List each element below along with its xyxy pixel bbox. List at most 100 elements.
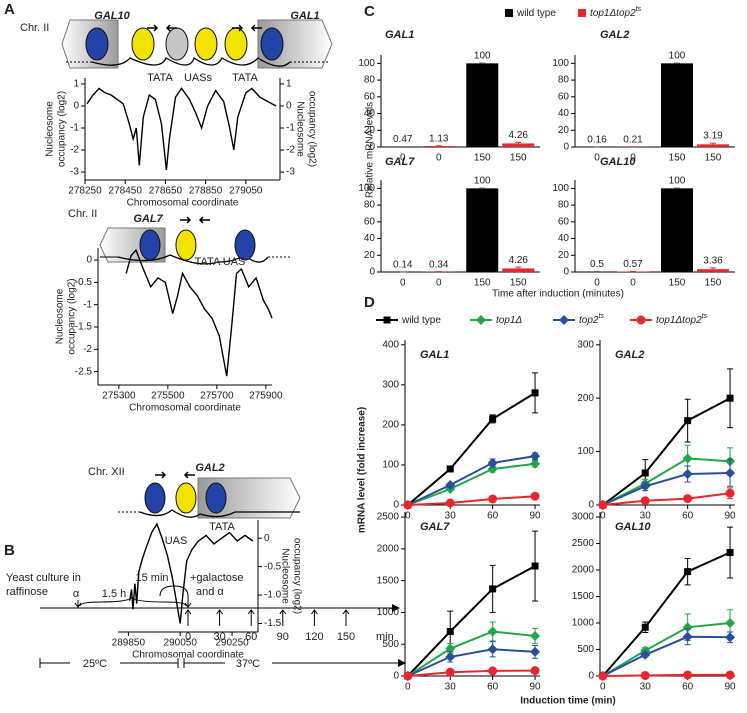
data-line xyxy=(602,397,731,506)
y-tick-label: 2500 xyxy=(377,512,400,523)
x-tick-label: 275500 xyxy=(151,391,185,402)
marker xyxy=(530,630,541,641)
data-line xyxy=(129,522,254,624)
bar xyxy=(661,63,693,148)
y-tick-label: 200 xyxy=(382,420,399,431)
error-bar xyxy=(710,267,716,271)
marker xyxy=(682,631,693,642)
marker xyxy=(726,549,734,557)
timepoint: 30 xyxy=(213,631,225,643)
error-bar xyxy=(435,145,442,147)
y-tick-label: 40 xyxy=(558,108,570,119)
error-bar xyxy=(479,62,486,64)
value-label: 100 xyxy=(474,176,491,187)
x-tick-label: 278450 xyxy=(109,186,143,197)
y-tick-label: 80 xyxy=(364,200,376,211)
bar xyxy=(697,269,729,272)
legend-label: wild type xyxy=(401,315,441,326)
x-tick-label: 0 xyxy=(630,153,636,164)
x-tick-label: 150 xyxy=(669,278,686,289)
marker xyxy=(476,315,486,325)
x-tick-label: 60 xyxy=(487,682,499,693)
marker xyxy=(725,632,736,643)
data-line xyxy=(602,457,731,506)
x-tick-label: 290050 xyxy=(164,638,198,649)
y-tick-label: 100 xyxy=(358,58,375,69)
timeline-label: raffinose xyxy=(6,586,48,598)
y-axis-label: Nucleosome xyxy=(279,548,290,604)
y-axis-label: Nucleosome xyxy=(294,101,305,157)
marker xyxy=(445,643,456,654)
y-axis-label: Relative mRNA levels xyxy=(365,102,376,198)
x-tick-label: 0 xyxy=(630,278,636,289)
y-tick-label: 0 xyxy=(563,267,569,278)
value-label: 0.21 xyxy=(623,134,643,145)
x-tick-label: 289850 xyxy=(112,638,146,649)
y-tick-label: 0 xyxy=(369,142,375,153)
y-axis-label: occupancy (log2) xyxy=(306,91,317,167)
x-tick-label: 90 xyxy=(529,682,541,693)
y-tick-label: 100 xyxy=(577,446,594,457)
y-tick-label: 60 xyxy=(558,91,570,102)
data-line xyxy=(602,622,731,677)
arrow xyxy=(311,609,318,626)
y-tick-label: -3 xyxy=(286,167,295,178)
y-tick-label: 1500 xyxy=(377,575,400,586)
chromosome: Chr. XII xyxy=(88,466,125,478)
x-tick-label: 60 xyxy=(487,511,499,522)
marker xyxy=(403,671,413,681)
legend-sup: ts xyxy=(702,313,708,320)
chart-title: GAL10 xyxy=(600,156,636,168)
marker xyxy=(683,494,693,504)
y-tick-label: 100 xyxy=(382,460,399,471)
x-tick-label: 278850 xyxy=(189,186,223,197)
error-bar xyxy=(515,141,522,145)
y-axis-label: occupancy (log2) xyxy=(57,91,68,167)
marker xyxy=(640,670,650,680)
y-tick-label: -2 xyxy=(83,344,92,355)
value-label: 100 xyxy=(669,51,686,62)
y-tick-label: 300 xyxy=(382,379,399,390)
legend-name: top1Δ xyxy=(496,315,522,326)
x-tick-label: 90 xyxy=(724,682,736,693)
temperature: 25ºC xyxy=(83,658,107,670)
marker xyxy=(530,646,541,657)
bar xyxy=(466,188,499,272)
arrow xyxy=(184,596,192,608)
marker xyxy=(445,667,455,677)
x-tick-label: 150 xyxy=(705,153,722,164)
alpha-label: α xyxy=(73,588,80,600)
x-tick-label: 290250 xyxy=(215,638,249,649)
x-tick-label: 0 xyxy=(594,278,600,289)
y-tick-label: -1 xyxy=(70,123,79,134)
marker xyxy=(445,479,456,490)
gene-name: GAL2 xyxy=(195,462,224,474)
panel-label: B xyxy=(4,542,15,559)
value-label: 1.13 xyxy=(429,133,449,144)
legend-swatch xyxy=(578,9,586,17)
data-line xyxy=(407,565,536,677)
y-axis-label: Nucleosome xyxy=(45,101,56,157)
x-tick-label: 0 xyxy=(436,278,442,289)
y-tick-label: 200 xyxy=(577,393,594,404)
marker xyxy=(446,465,454,473)
legend-label: wild type xyxy=(516,8,556,19)
x-tick-label: 275300 xyxy=(102,391,136,402)
value-label: 0.47 xyxy=(393,134,413,145)
nucleosome xyxy=(175,482,197,514)
x-tick-label: 150 xyxy=(474,153,491,164)
x-tick-label: 275700 xyxy=(200,391,234,402)
y-tick-label: -1 xyxy=(286,123,295,134)
nucleosome xyxy=(139,229,161,261)
data-line xyxy=(602,551,731,677)
y-tick-label: 0 xyxy=(563,142,569,153)
x-tick-label: 275900 xyxy=(249,391,283,402)
marker xyxy=(640,481,651,492)
x-tick-label: 90 xyxy=(724,511,736,522)
y-tick-label: 100 xyxy=(552,58,569,69)
y-tick-label: 1000 xyxy=(377,607,400,618)
y-tick-label: 80 xyxy=(364,75,376,86)
chart-title: GAL1 xyxy=(420,349,449,361)
marker xyxy=(598,671,608,681)
marker xyxy=(489,585,497,593)
